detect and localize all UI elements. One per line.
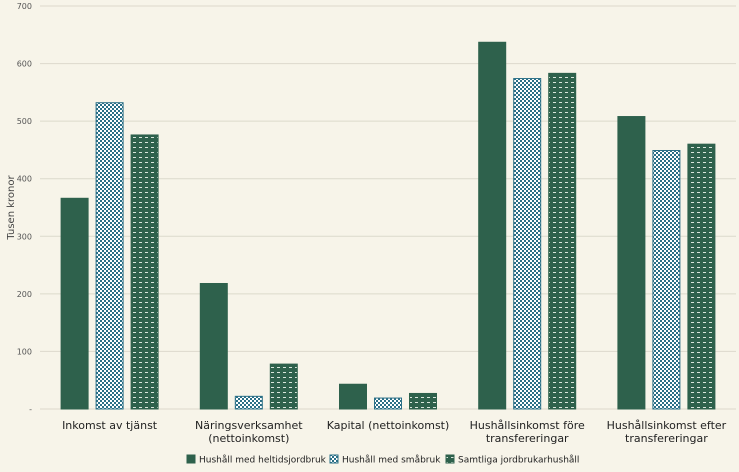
bar: [60, 197, 89, 410]
legend-label: Hushåll med heltidsjordbruk: [199, 455, 327, 466]
bar: [234, 395, 263, 410]
y-tick-label: 200: [17, 290, 32, 299]
bar: [409, 392, 437, 410]
bar: [269, 363, 298, 410]
bar: [130, 134, 159, 410]
bar: [374, 397, 402, 410]
bar: [95, 102, 124, 410]
y-tick-label: 300: [17, 232, 32, 241]
bar: [548, 72, 577, 410]
y-tick-label: 400: [17, 175, 32, 184]
category-label: Kapital (nettoinkomst): [327, 419, 450, 432]
y-axis-title: Tusen kronor: [6, 175, 17, 241]
bar: [339, 383, 367, 410]
legend-label: Samtliga jordbrukarhushåll: [458, 455, 579, 466]
y-tick-label: 500: [17, 117, 32, 126]
y-tick-label: -: [29, 405, 32, 414]
category-label: Hushållsinkomst före: [470, 419, 585, 432]
y-tick-label: 700: [17, 2, 32, 11]
bar: [617, 116, 646, 410]
bar: [199, 282, 228, 410]
category-label: Hushållsinkomst efter: [607, 419, 727, 432]
category-label: Näringsverksamhet: [195, 419, 303, 432]
legend-swatch: [186, 454, 196, 464]
bar: [687, 143, 716, 410]
bar: [513, 78, 542, 410]
bar: [478, 41, 507, 410]
category-label: Inkomst av tjänst: [62, 419, 158, 432]
y-tick-label: 100: [17, 347, 32, 356]
legend-label: Hushåll med småbruk: [342, 455, 441, 466]
category-label: (nettoinkomst): [208, 432, 289, 445]
category-label: transfereringar: [625, 432, 708, 445]
y-tick-label: 600: [17, 60, 32, 69]
legend-swatch: [329, 454, 339, 464]
legend-swatch: [445, 454, 455, 464]
category-label: transfereringar: [486, 432, 569, 445]
bar: [652, 150, 681, 410]
